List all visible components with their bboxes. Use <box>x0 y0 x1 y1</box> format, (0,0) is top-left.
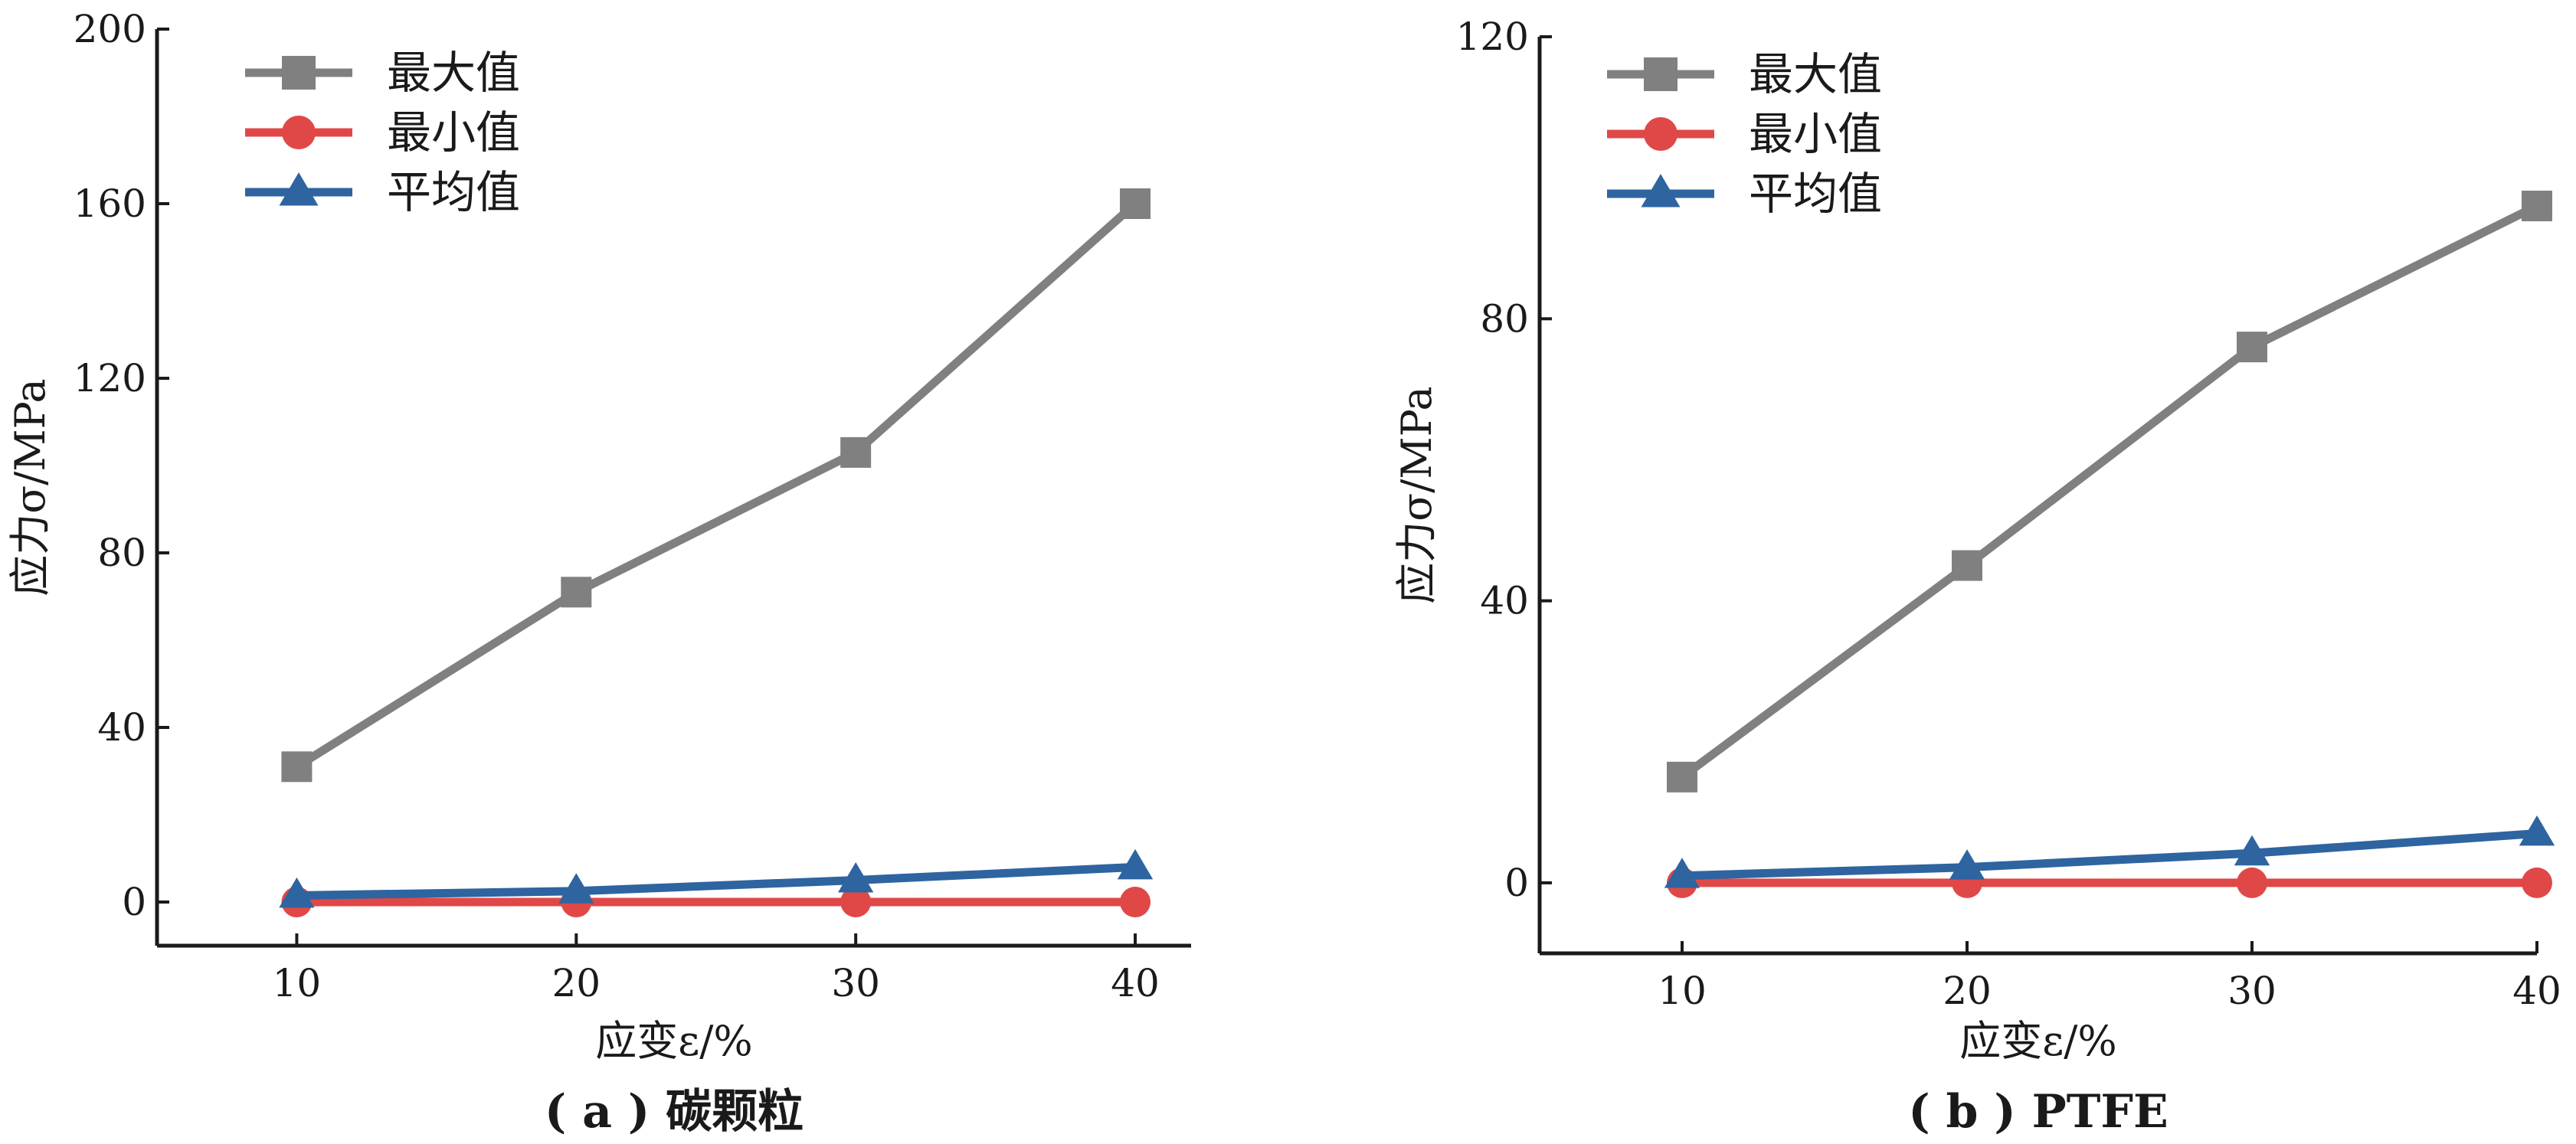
x-axis-title: 应变ε/% <box>595 1017 752 1065</box>
data-point <box>2522 190 2552 221</box>
data-point <box>2522 867 2552 898</box>
x-tick-label: 20 <box>1943 969 1992 1013</box>
legend-marker <box>1644 117 1678 151</box>
y-tick-label: 200 <box>74 7 146 51</box>
data-point <box>1117 848 1154 880</box>
y-tick-label: 40 <box>1480 579 1529 623</box>
data-point <box>281 751 313 783</box>
data-point <box>1952 550 1982 581</box>
x-tick-label: 30 <box>2227 969 2277 1013</box>
legend-label: 平均值 <box>387 166 520 218</box>
data-point <box>840 887 872 917</box>
series-triangle <box>279 848 1154 908</box>
y-tick-label: 0 <box>122 880 146 924</box>
data-point <box>1120 887 1151 917</box>
data-point <box>2519 815 2555 846</box>
data-point <box>1664 858 1700 888</box>
data-point <box>2237 332 2267 363</box>
x-tick-label: 40 <box>1111 961 1160 1005</box>
x-axis-title: 应变ε/% <box>1959 1017 2116 1065</box>
data-point <box>1667 761 1697 793</box>
legend-label: 平均值 <box>1749 168 1882 220</box>
series-line <box>296 862 1136 900</box>
y-tick-label: 40 <box>97 705 146 750</box>
y-tick-label: 0 <box>1504 861 1529 905</box>
data-point <box>1120 188 1151 219</box>
x-tick-label: 30 <box>831 961 880 1005</box>
series-circle <box>1667 867 2552 898</box>
legend-label: 最大值 <box>1749 48 1882 100</box>
x-tick-label: 40 <box>2512 969 2561 1013</box>
legend-label: 最大值 <box>387 47 520 99</box>
panel-carbon: 0 40 80 120 160 200 10 20 30 40 应变ε/% 应力σ/MPa ( a ) … <box>6 7 1191 1139</box>
data-point <box>561 577 592 608</box>
y-tick-label: 120 <box>74 356 146 400</box>
series-line <box>1681 829 2538 881</box>
data-point <box>2237 867 2267 898</box>
y-axis-title: 应力σ/MPa <box>1393 386 1441 603</box>
data-point <box>840 436 872 468</box>
legend-label: 最小值 <box>1749 108 1882 160</box>
series-triangle <box>1664 815 2555 888</box>
data-point <box>2234 835 2270 866</box>
x-tick-label: 10 <box>1658 969 1707 1013</box>
y-tick-label: 160 <box>74 181 146 226</box>
series-line <box>294 200 1138 770</box>
legend-marker <box>279 172 319 206</box>
series-square <box>281 188 1151 783</box>
legend-marker <box>1641 174 1681 208</box>
series-line <box>1679 202 2539 781</box>
y-tick-label: 80 <box>97 531 146 575</box>
legend-label: 最小值 <box>387 106 520 159</box>
y-axis-title: 应力σ/MPa <box>6 378 54 596</box>
data-point <box>837 861 874 893</box>
data-point <box>279 877 315 908</box>
data-point <box>558 873 594 904</box>
data-point <box>1949 849 1985 880</box>
legend-marker <box>282 116 316 149</box>
panel-ptfe: 0 40 80 120 10 20 30 40 应变ε/% 应力σ/MPa ( b ) PTFE 最大… <box>1393 15 2561 1139</box>
series-square <box>1667 190 2552 793</box>
panel-caption: ( a ) 碳颗粒 <box>545 1085 804 1139</box>
y-tick-label: 80 <box>1480 296 1529 341</box>
x-tick-label: 20 <box>552 961 601 1005</box>
legend-marker <box>282 56 316 90</box>
y-tick-label: 120 <box>1456 15 1529 59</box>
x-tick-label: 10 <box>273 961 322 1005</box>
legend-marker <box>1644 57 1678 91</box>
panel-caption: ( b ) PTFE <box>1908 1085 2168 1139</box>
